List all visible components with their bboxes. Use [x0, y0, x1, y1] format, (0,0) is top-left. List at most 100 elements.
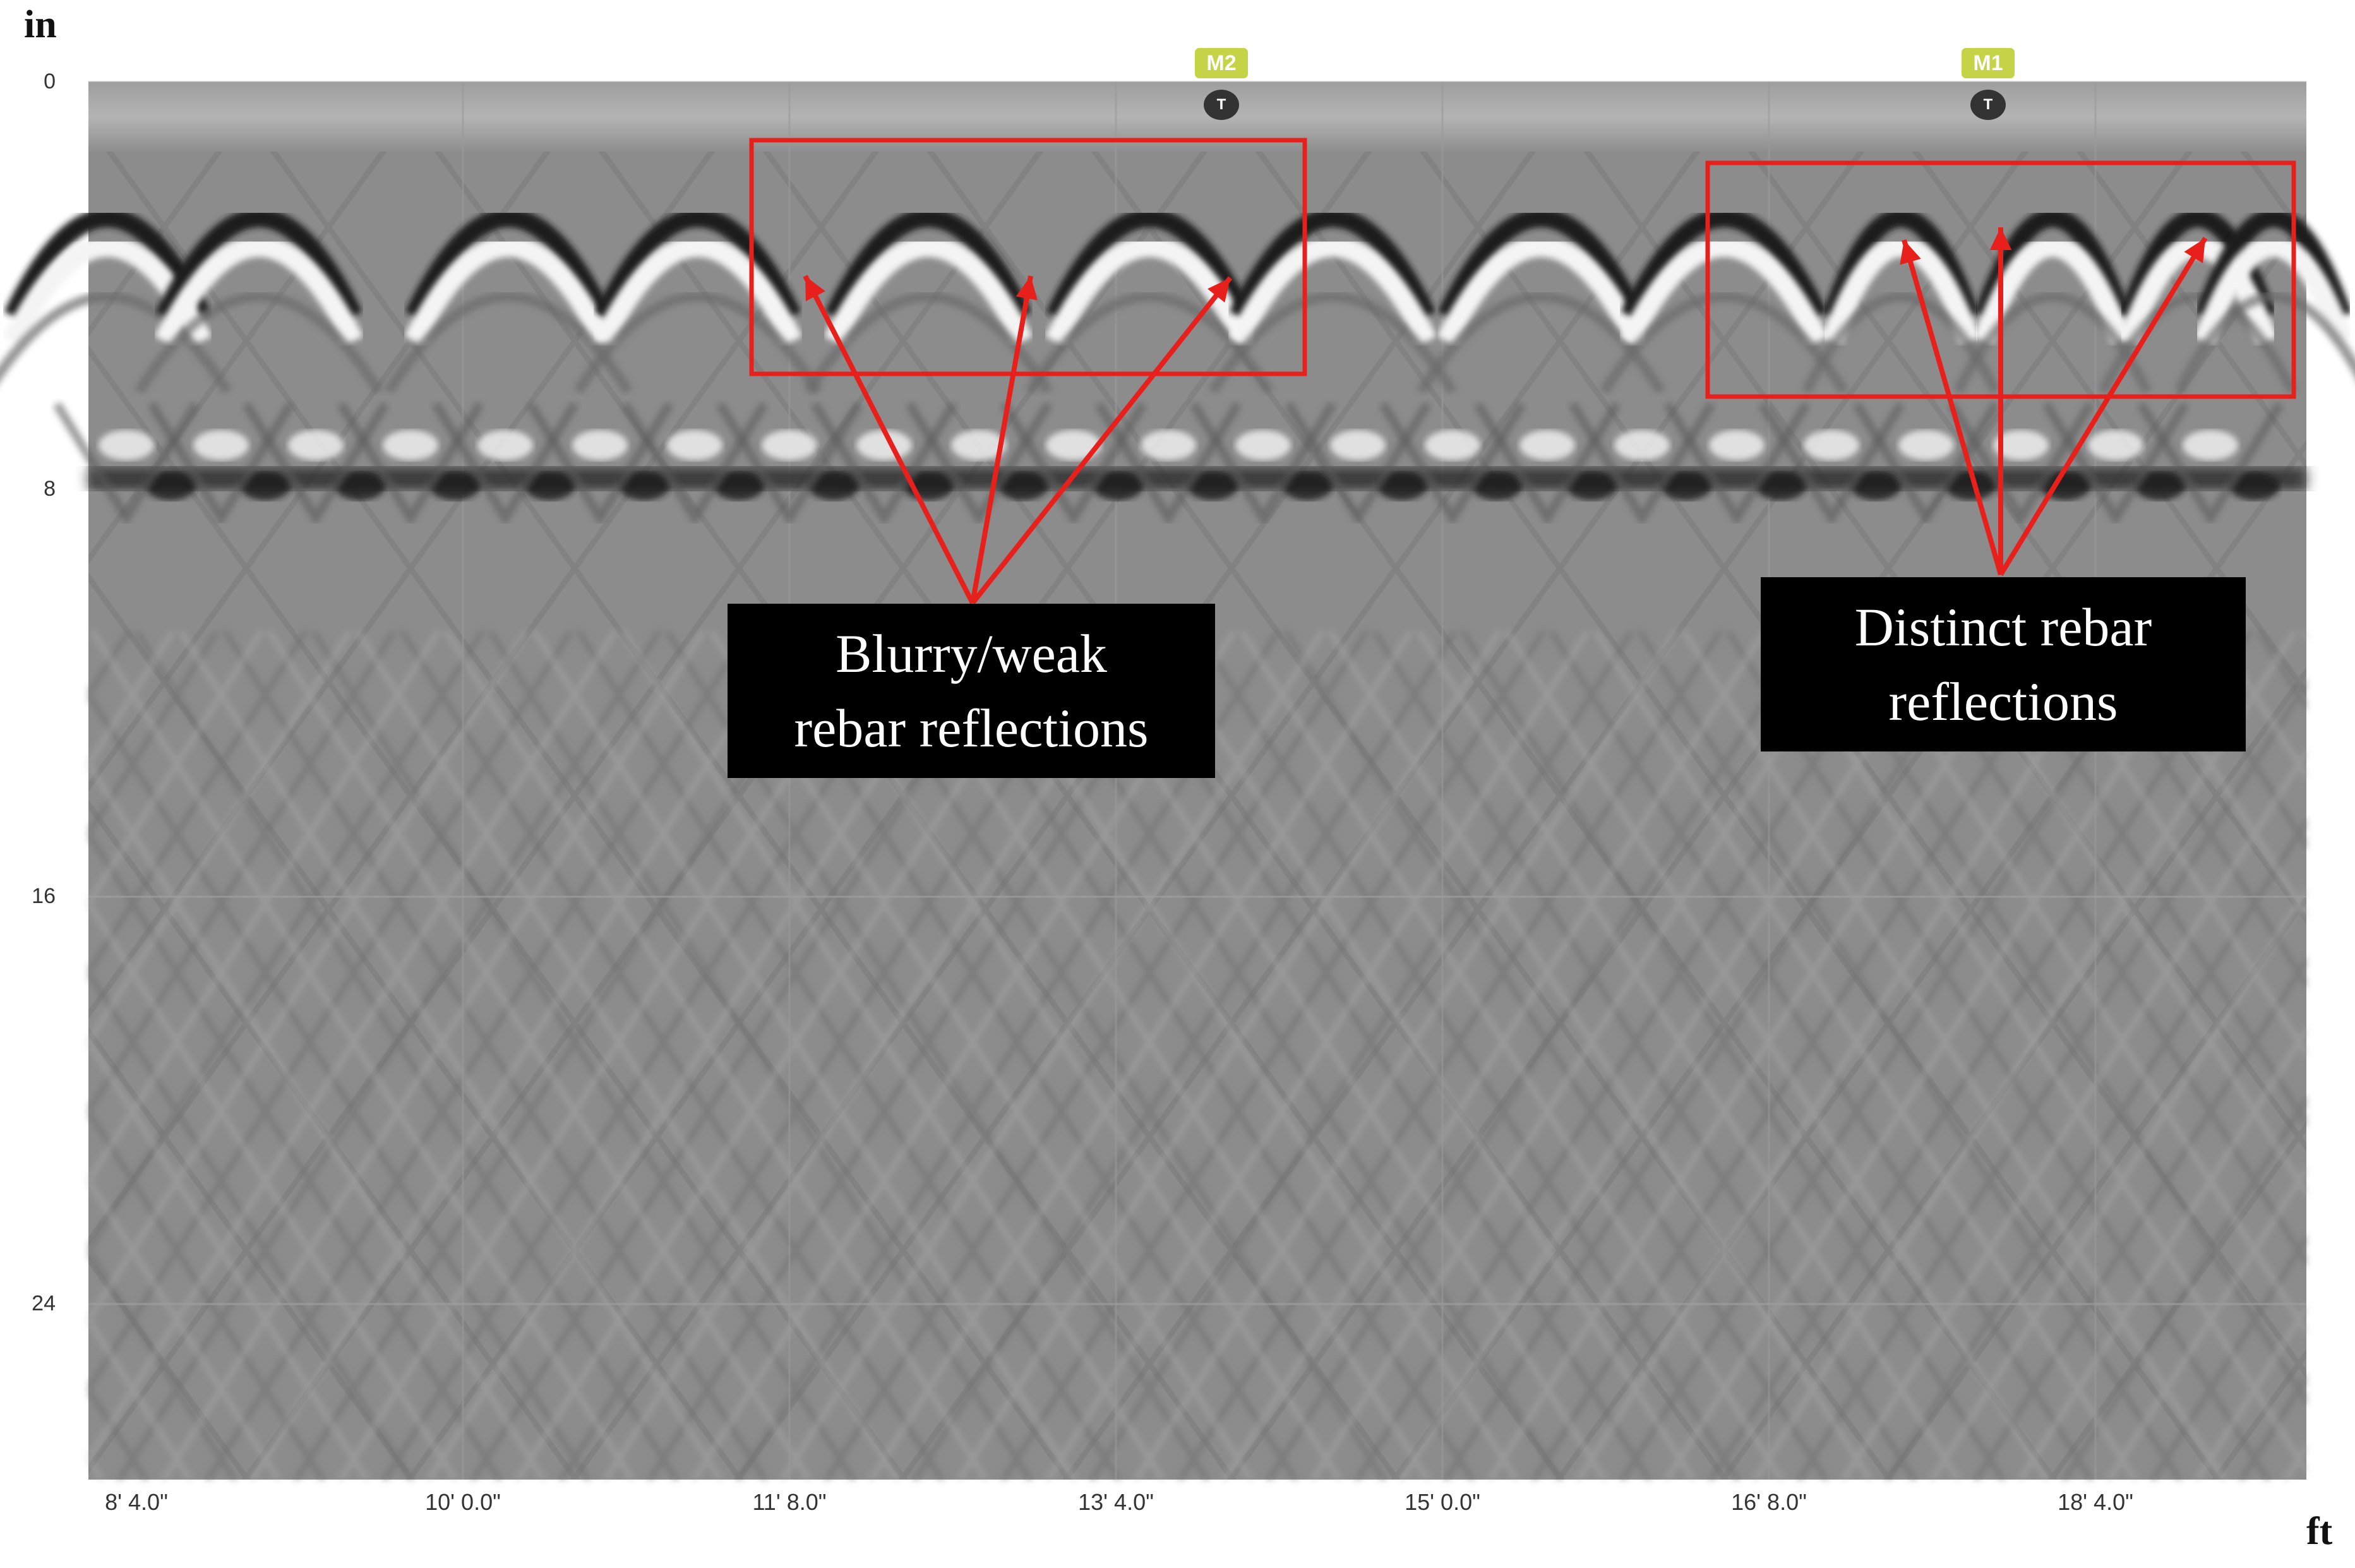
dark-reflection-spot [2135, 472, 2185, 500]
bright-reflection-spot [99, 430, 154, 460]
bright-reflection-spot [2183, 430, 2238, 460]
annotation-arrow [970, 275, 1033, 604]
annotation-arrow [803, 275, 975, 604]
annotation-line: reflections [1888, 671, 2118, 732]
bright-reflection-spot [1898, 430, 1954, 460]
marker-m1-label[interactable]: M1 [1962, 48, 2015, 78]
rebar-hyperbola-light [593, 236, 803, 346]
bright-reflection-spot [1614, 430, 1670, 460]
bright-reflection-spot [572, 430, 628, 460]
depth-tick-label: 8 [44, 477, 56, 501]
rebar-hyperbola-tail [1600, 292, 1849, 395]
bright-reflection-spot [193, 430, 249, 460]
rebar-hyperbola-light [824, 236, 1033, 346]
distance-tick-label: 8' 4.0" [105, 1489, 168, 1515]
distance-tick-label: 15' 0.0" [1405, 1489, 1480, 1515]
marker-m2-label[interactable]: M2 [1195, 48, 1248, 78]
distance-tick-label: 13' 4.0" [1078, 1489, 1154, 1515]
rebar-hyperbola-dark [825, 208, 1032, 320]
dark-reflection-spot [1093, 472, 1143, 500]
bright-reflection-spot [1804, 430, 1859, 460]
rebar-hyperbola-tail [1953, 292, 2152, 394]
rebar-hyperbola-dark [1822, 208, 1980, 320]
bright-reflection-spot [288, 430, 344, 460]
dark-reflection-spot [145, 472, 196, 500]
dark-reflection-spot [1187, 472, 1238, 500]
bright-reflection-spot [1235, 430, 1291, 460]
dark-reflection-spot [240, 472, 291, 500]
rebar-hyperbola-tail [384, 292, 633, 395]
rebar-hyperbola-light [1228, 236, 1437, 346]
dark-reflection-spot [429, 472, 480, 500]
dark-reflection-spot [1850, 472, 1901, 500]
dark-reflection-spot [1756, 472, 1806, 500]
rebar-hyperbola-tail [2098, 292, 2298, 394]
arrow-head [1016, 276, 1038, 301]
bright-reflection-spot [383, 430, 438, 460]
rebar-hyperbola-tail [1801, 292, 2001, 394]
rebar-hyperbola-dark [594, 208, 801, 320]
rebar-hyperbola-light [1821, 236, 1980, 345]
depth-unit-label: in [24, 3, 57, 46]
annotation-line: rebar reflections [794, 698, 1149, 758]
arrow-head [2184, 238, 2205, 263]
distance-tick-label: 10' 0.0" [425, 1489, 501, 1515]
annotation-arrow [1902, 239, 2003, 576]
dark-reflection-spot [714, 472, 764, 500]
distance-tick-label: 16' 8.0" [1731, 1489, 1807, 1515]
bright-reflection-spot [1046, 430, 1101, 460]
rebar-hyperbola-light [1619, 236, 1829, 346]
rebar-hyperbola-dark [405, 208, 612, 320]
rebar-hyperbola-tail [2174, 292, 2355, 394]
arrow-head [1989, 227, 2012, 251]
annotation-arrow [970, 276, 1233, 605]
rebar-hyperbola-tail [573, 292, 822, 395]
target-icon[interactable]: T [1970, 90, 2006, 120]
bright-reflection-spot [477, 430, 533, 460]
distance-tick-label: 18' 4.0" [2058, 1489, 2133, 1515]
target-icon[interactable]: T [1204, 90, 1239, 120]
bright-reflection-spot [1330, 430, 1386, 460]
rebar-hyperbola-tail [1208, 292, 1457, 395]
arrow-head [805, 276, 825, 301]
dark-reflection-spot [2229, 472, 2280, 500]
dark-reflection-spot [619, 472, 669, 500]
v-reflection [2137, 402, 2284, 527]
annotation-arrow [1998, 236, 2208, 577]
annotation-distinct-reflections: Distinct rebar reflections [1761, 577, 2246, 751]
distance-unit-label: ft [2306, 1510, 2333, 1553]
bright-reflection-spot [1709, 430, 1765, 460]
rebar-hyperbola-dark [1437, 208, 1645, 320]
rebar-hyperbola-dark [1229, 208, 1436, 320]
dark-reflection-spot [1282, 472, 1333, 500]
bright-reflection-spot [762, 430, 817, 460]
annotation-layer [749, 138, 2296, 605]
dark-reflection-spot [1566, 472, 1617, 500]
rebar-hyperbola-dark [1621, 208, 1828, 320]
rebar-hyperbola-dark [1046, 208, 1253, 320]
annotation-line: Distinct rebar [1854, 597, 2152, 657]
bright-reflection-spot [1425, 430, 1480, 460]
dark-reflection-spot [808, 472, 859, 500]
rebar-hyperbola-tail [0, 292, 232, 395]
dark-reflection-spot [524, 472, 575, 500]
rebar-hyperbola-light [2194, 236, 2353, 345]
bright-reflection-spot [1141, 430, 1196, 460]
bright-reflection-spot [2088, 430, 2143, 460]
rebar-hyperbola-tail [135, 292, 383, 395]
bright-reflection-spot [1993, 430, 2049, 460]
bright-reflection-spot [951, 430, 1007, 460]
arrow-head [1900, 240, 1921, 265]
dark-reflection-spot [1945, 472, 1996, 500]
rebar-hyperbola-tail [1417, 292, 1665, 395]
dark-reflection-spot [335, 472, 385, 500]
annotation-line: Blurry/weak [836, 623, 1107, 684]
highlight-box-left [749, 138, 1307, 376]
dark-reflection-spot [1661, 472, 1711, 500]
dark-reflection-spot [1377, 472, 1427, 500]
depth-tick-label: 0 [44, 69, 56, 93]
rebar-hyperbola-tail [1025, 292, 1274, 395]
dark-reflection-spot [998, 472, 1048, 500]
